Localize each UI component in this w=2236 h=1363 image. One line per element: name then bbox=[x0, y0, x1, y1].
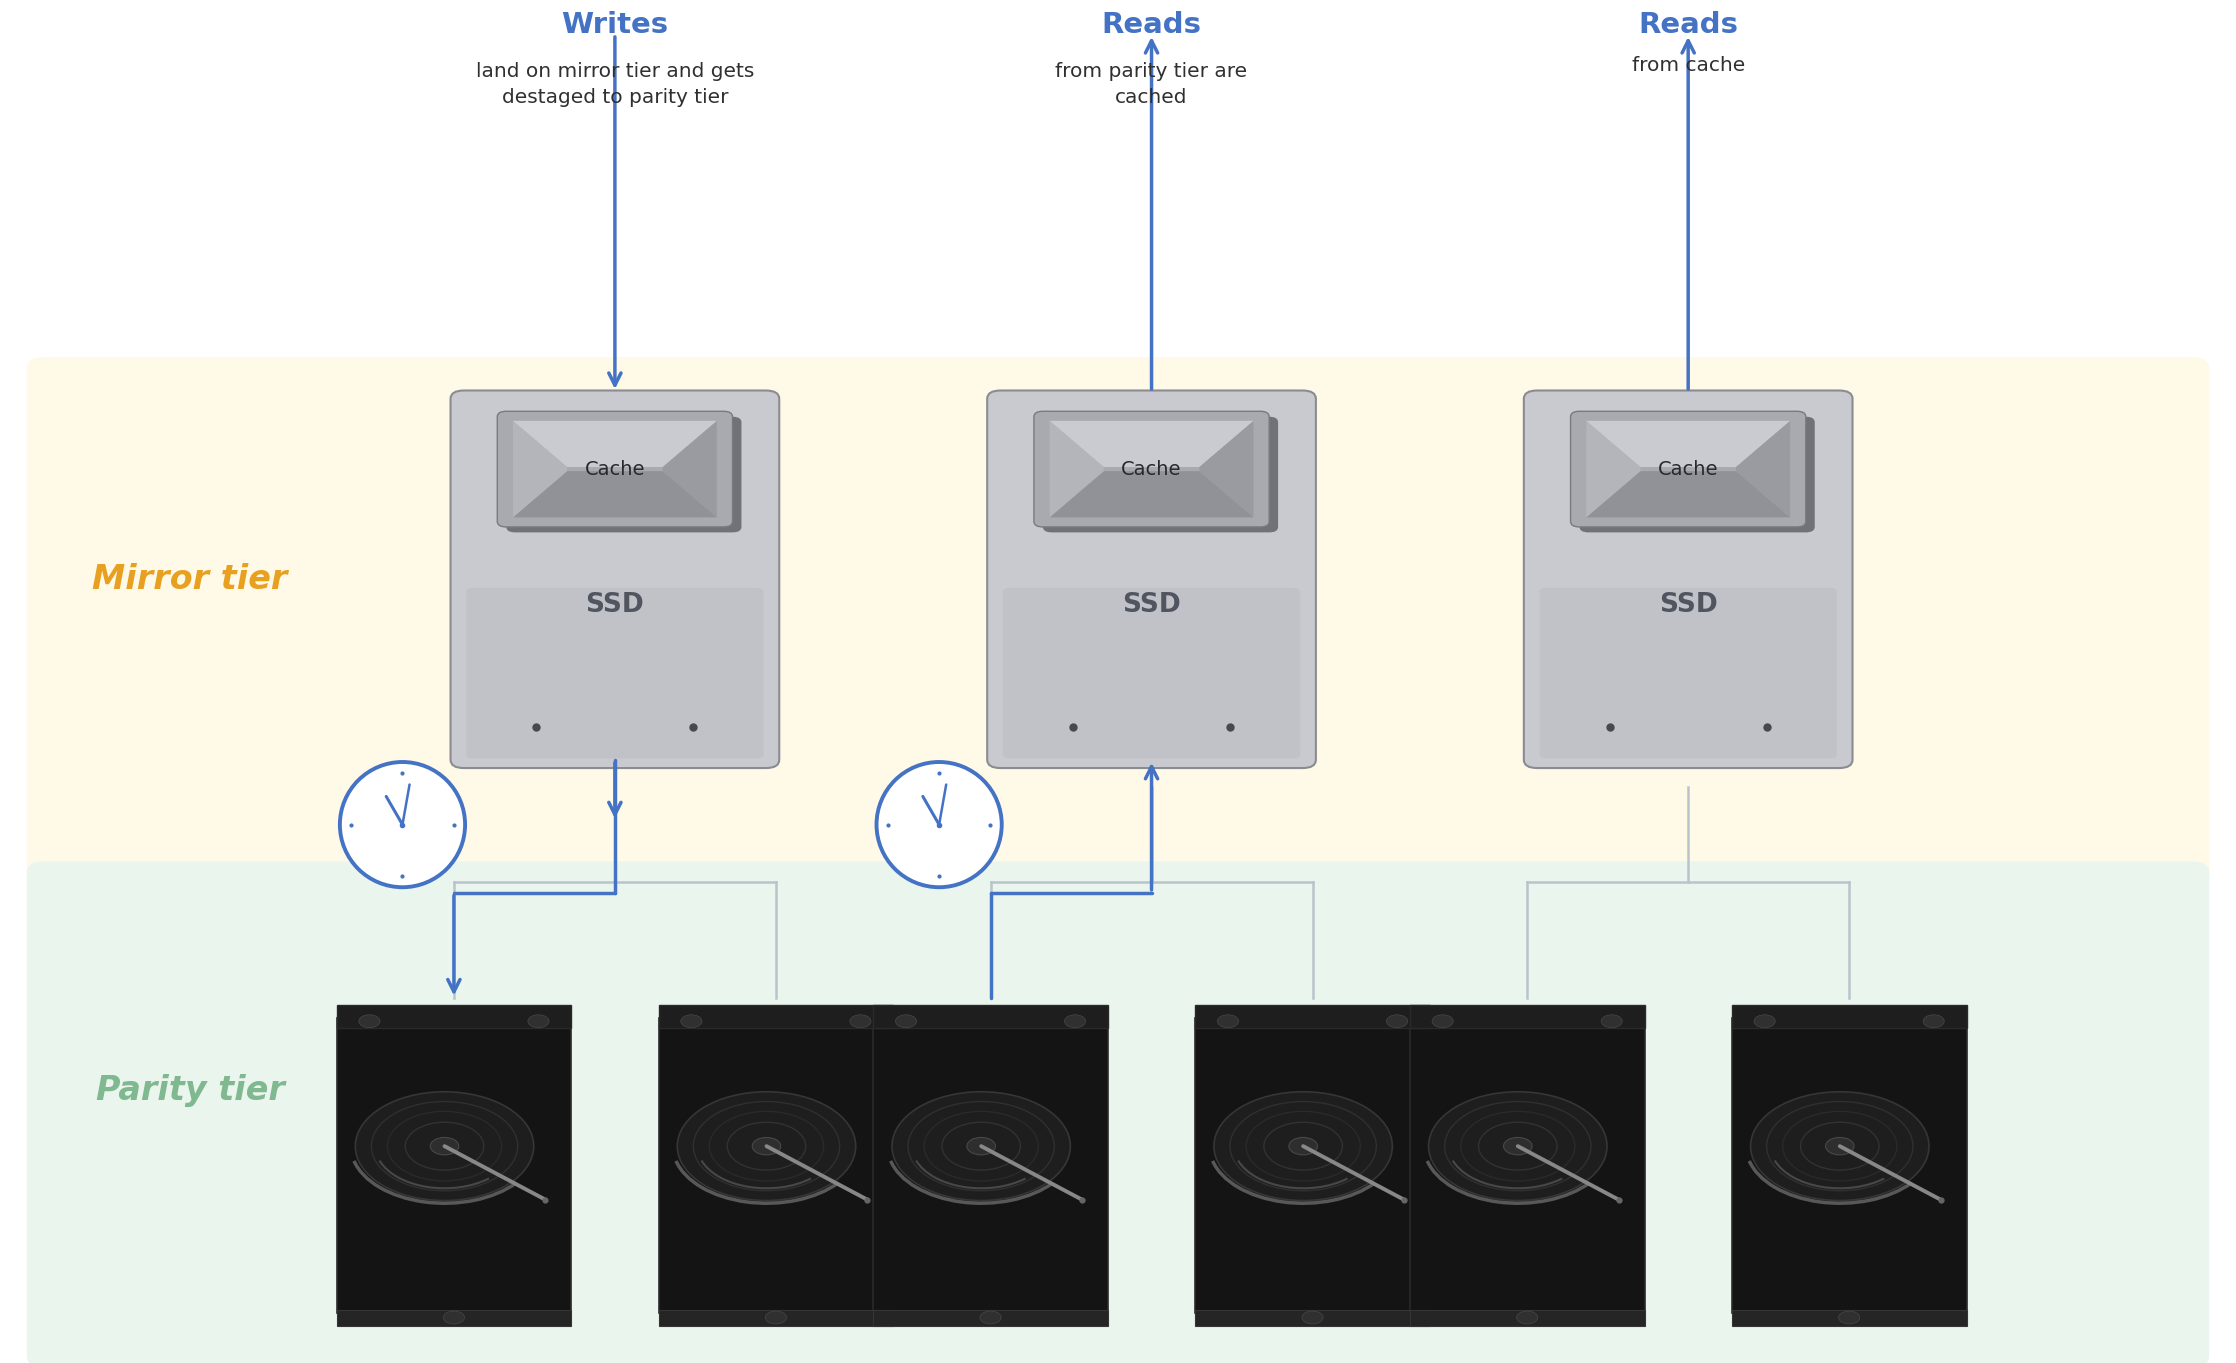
Circle shape bbox=[1216, 1015, 1239, 1028]
FancyBboxPatch shape bbox=[27, 861, 2209, 1363]
FancyBboxPatch shape bbox=[467, 587, 765, 758]
Polygon shape bbox=[1049, 472, 1254, 518]
FancyBboxPatch shape bbox=[660, 1310, 894, 1325]
FancyBboxPatch shape bbox=[1525, 391, 1851, 769]
Circle shape bbox=[678, 1092, 856, 1201]
Text: Writes: Writes bbox=[561, 11, 669, 38]
Circle shape bbox=[1288, 1138, 1317, 1154]
Circle shape bbox=[850, 1015, 872, 1028]
FancyBboxPatch shape bbox=[872, 1018, 1109, 1313]
Circle shape bbox=[979, 1311, 1002, 1323]
FancyBboxPatch shape bbox=[1033, 412, 1270, 527]
FancyBboxPatch shape bbox=[660, 1006, 894, 1028]
Circle shape bbox=[1601, 1015, 1623, 1028]
FancyBboxPatch shape bbox=[1731, 1006, 1968, 1028]
Text: SSD: SSD bbox=[586, 592, 644, 617]
Circle shape bbox=[1516, 1311, 1538, 1323]
Text: Mirror tier: Mirror tier bbox=[92, 563, 288, 596]
Text: Cache: Cache bbox=[1657, 459, 1719, 478]
Circle shape bbox=[1838, 1311, 1860, 1323]
Polygon shape bbox=[1585, 421, 1641, 518]
Text: SSD: SSD bbox=[1659, 592, 1717, 617]
Circle shape bbox=[1386, 1015, 1409, 1028]
FancyBboxPatch shape bbox=[1194, 1006, 1431, 1028]
Text: land on mirror tier and gets
destaged to parity tier: land on mirror tier and gets destaged to… bbox=[476, 61, 754, 108]
FancyBboxPatch shape bbox=[338, 1310, 572, 1325]
Circle shape bbox=[1503, 1138, 1532, 1154]
Circle shape bbox=[892, 1092, 1071, 1201]
Polygon shape bbox=[1735, 421, 1791, 518]
FancyBboxPatch shape bbox=[338, 1018, 572, 1313]
FancyBboxPatch shape bbox=[1194, 1018, 1431, 1313]
Text: Cache: Cache bbox=[1120, 459, 1183, 478]
FancyBboxPatch shape bbox=[1579, 417, 1816, 533]
Polygon shape bbox=[662, 421, 718, 518]
Circle shape bbox=[1429, 1092, 1608, 1201]
Circle shape bbox=[1301, 1311, 1324, 1323]
FancyBboxPatch shape bbox=[452, 391, 780, 769]
FancyBboxPatch shape bbox=[872, 1006, 1109, 1028]
FancyBboxPatch shape bbox=[338, 1006, 572, 1028]
FancyBboxPatch shape bbox=[1731, 1310, 1968, 1325]
Circle shape bbox=[1214, 1092, 1393, 1201]
FancyBboxPatch shape bbox=[1570, 412, 1807, 527]
FancyBboxPatch shape bbox=[1731, 1018, 1968, 1313]
Circle shape bbox=[1064, 1015, 1087, 1028]
FancyBboxPatch shape bbox=[27, 357, 2209, 890]
Circle shape bbox=[358, 1015, 380, 1028]
Circle shape bbox=[443, 1311, 465, 1323]
Circle shape bbox=[1753, 1015, 1775, 1028]
Circle shape bbox=[528, 1015, 550, 1028]
Circle shape bbox=[1825, 1138, 1854, 1154]
FancyBboxPatch shape bbox=[1002, 587, 1301, 758]
Polygon shape bbox=[1585, 421, 1791, 468]
Circle shape bbox=[1751, 1092, 1930, 1201]
Polygon shape bbox=[512, 421, 568, 518]
Circle shape bbox=[1431, 1015, 1453, 1028]
Circle shape bbox=[966, 1138, 995, 1154]
Circle shape bbox=[751, 1138, 780, 1154]
Polygon shape bbox=[512, 421, 718, 468]
FancyBboxPatch shape bbox=[1411, 1006, 1646, 1028]
Ellipse shape bbox=[340, 762, 465, 887]
Circle shape bbox=[765, 1311, 787, 1323]
FancyBboxPatch shape bbox=[872, 1310, 1109, 1325]
FancyBboxPatch shape bbox=[1411, 1018, 1646, 1313]
Polygon shape bbox=[1585, 472, 1791, 518]
Circle shape bbox=[356, 1092, 534, 1201]
Polygon shape bbox=[1198, 421, 1254, 518]
Ellipse shape bbox=[877, 762, 1002, 887]
Circle shape bbox=[680, 1015, 702, 1028]
Circle shape bbox=[1923, 1015, 1945, 1028]
Polygon shape bbox=[1049, 421, 1254, 468]
FancyBboxPatch shape bbox=[1194, 1310, 1431, 1325]
Text: from parity tier are
cached: from parity tier are cached bbox=[1055, 61, 1248, 108]
Circle shape bbox=[429, 1138, 458, 1154]
Polygon shape bbox=[1049, 421, 1105, 518]
Polygon shape bbox=[512, 472, 718, 518]
FancyBboxPatch shape bbox=[660, 1018, 894, 1313]
FancyBboxPatch shape bbox=[988, 391, 1315, 769]
Text: Reads: Reads bbox=[1639, 11, 1737, 38]
Text: Reads: Reads bbox=[1102, 11, 1201, 38]
Circle shape bbox=[894, 1015, 917, 1028]
FancyBboxPatch shape bbox=[505, 417, 742, 533]
Text: Cache: Cache bbox=[584, 459, 646, 478]
FancyBboxPatch shape bbox=[1538, 587, 1838, 758]
Text: from cache: from cache bbox=[1632, 56, 1744, 75]
FancyBboxPatch shape bbox=[1042, 417, 1279, 533]
FancyBboxPatch shape bbox=[496, 412, 733, 527]
Text: SSD: SSD bbox=[1122, 592, 1181, 617]
FancyBboxPatch shape bbox=[1411, 1310, 1646, 1325]
Text: Parity tier: Parity tier bbox=[96, 1074, 284, 1107]
